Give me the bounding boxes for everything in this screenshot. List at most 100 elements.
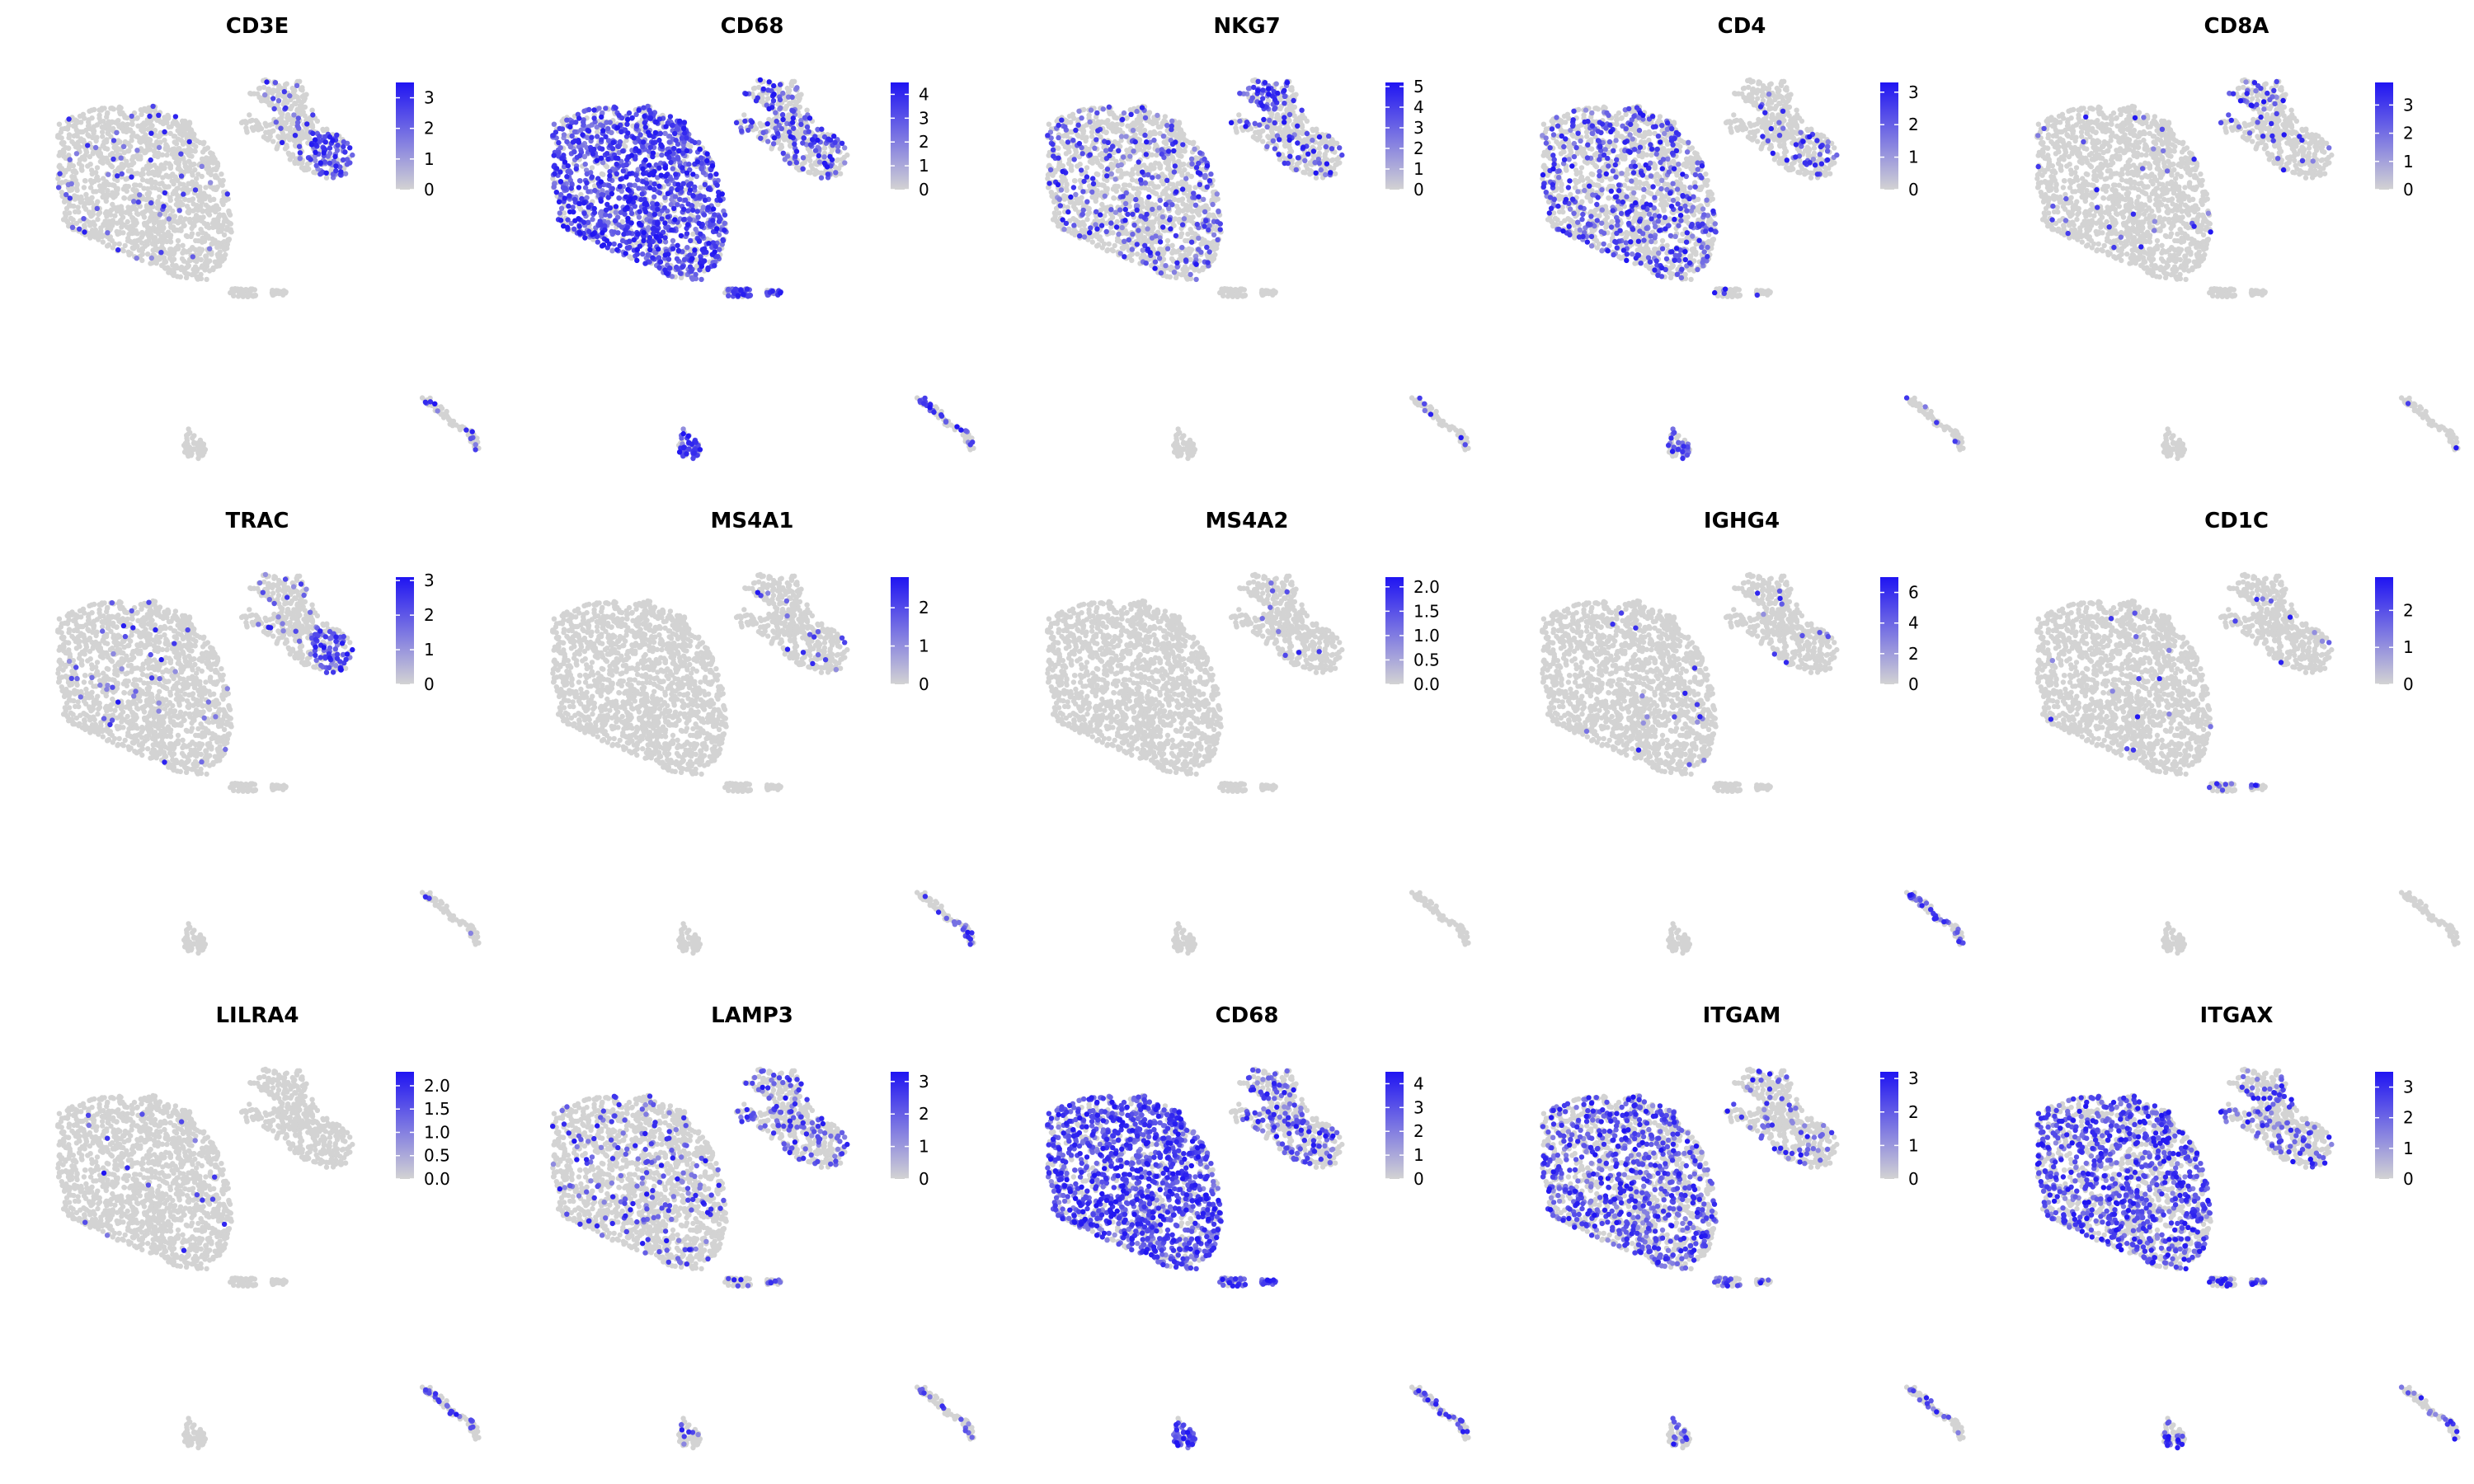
cell-point bbox=[1164, 237, 1171, 244]
cell-point bbox=[1185, 231, 1191, 237]
cell-point bbox=[642, 209, 649, 215]
cell-point bbox=[189, 272, 195, 278]
cell-point bbox=[777, 96, 783, 103]
cell-point bbox=[1167, 274, 1173, 279]
cell-point bbox=[195, 231, 201, 237]
cell-point bbox=[576, 200, 582, 206]
cell-point bbox=[180, 186, 186, 193]
cell-point bbox=[716, 218, 722, 224]
cell-point bbox=[111, 156, 116, 162]
cell-point bbox=[187, 444, 193, 451]
cell-point bbox=[299, 85, 305, 91]
cell-point bbox=[636, 220, 642, 227]
cell-point bbox=[73, 177, 79, 183]
cell-point bbox=[195, 448, 201, 455]
cell-point bbox=[656, 246, 661, 252]
cell-point bbox=[567, 124, 573, 130]
cell-point bbox=[153, 242, 158, 248]
cell-point bbox=[570, 204, 576, 210]
cell-point bbox=[680, 217, 687, 223]
cell-point bbox=[647, 144, 654, 150]
cell-point bbox=[809, 137, 816, 143]
cell-point bbox=[181, 191, 186, 197]
cell-point bbox=[248, 287, 254, 294]
cell-point bbox=[553, 190, 559, 195]
cell-point bbox=[347, 160, 353, 166]
cell-point bbox=[741, 291, 746, 298]
cell-point bbox=[556, 199, 562, 204]
cell-point bbox=[770, 141, 777, 147]
cell-point bbox=[109, 106, 115, 111]
cell-point bbox=[140, 134, 147, 140]
cell-point bbox=[564, 174, 570, 180]
cell-point bbox=[666, 139, 672, 145]
cell-point bbox=[162, 137, 167, 143]
cell-point bbox=[469, 429, 475, 434]
cell-point bbox=[304, 161, 311, 167]
cell-point bbox=[178, 173, 185, 179]
cell-point bbox=[591, 115, 597, 121]
cell-point bbox=[66, 116, 72, 122]
cell-point bbox=[190, 196, 196, 202]
cell-point bbox=[576, 139, 582, 145]
cell-point bbox=[89, 107, 95, 113]
cell-point bbox=[557, 218, 564, 223]
cell-point bbox=[83, 127, 89, 134]
cell-point bbox=[769, 146, 774, 152]
cell-point bbox=[920, 401, 927, 406]
cell-point bbox=[70, 163, 77, 169]
cell-point bbox=[101, 176, 106, 181]
cell-point bbox=[595, 239, 600, 245]
cell-point bbox=[641, 105, 647, 110]
cell-point bbox=[297, 102, 303, 109]
cell-point bbox=[623, 194, 629, 200]
cell-point bbox=[94, 205, 101, 212]
cell-point bbox=[790, 108, 797, 114]
cell-point bbox=[289, 118, 295, 124]
cell-point bbox=[581, 119, 586, 125]
cell-point bbox=[1064, 182, 1070, 188]
cell-point bbox=[85, 143, 91, 148]
cell-point bbox=[631, 135, 637, 141]
cell-point bbox=[98, 107, 105, 113]
cell-point bbox=[607, 213, 613, 218]
cell-point bbox=[219, 182, 225, 188]
cell-point bbox=[206, 194, 212, 200]
cell-point bbox=[678, 232, 684, 239]
cell-point bbox=[812, 171, 818, 177]
cell-point bbox=[607, 173, 613, 179]
cell-point bbox=[275, 98, 282, 104]
cell-point bbox=[807, 157, 813, 163]
cell-point bbox=[207, 171, 214, 176]
cell-point bbox=[131, 182, 138, 188]
cell-point bbox=[640, 251, 646, 257]
cell-point bbox=[804, 107, 810, 113]
cell-point bbox=[102, 145, 108, 151]
cell-point bbox=[1066, 113, 1073, 120]
cell-point bbox=[689, 268, 694, 275]
cell-point bbox=[112, 120, 118, 125]
cell-point bbox=[643, 181, 650, 186]
cell-point bbox=[271, 106, 277, 112]
cell-point bbox=[217, 249, 223, 255]
cell-point bbox=[193, 143, 199, 149]
cell-point bbox=[633, 195, 638, 201]
cell-point bbox=[562, 195, 567, 201]
cell-point bbox=[614, 124, 621, 130]
cell-point bbox=[81, 185, 87, 190]
cell-point bbox=[156, 144, 162, 151]
cell-point bbox=[57, 171, 63, 176]
cell-point bbox=[148, 214, 154, 219]
cell-point bbox=[614, 247, 620, 253]
cell-point bbox=[181, 223, 187, 228]
cell-point bbox=[569, 133, 575, 139]
cell-point bbox=[679, 135, 684, 141]
cell-point bbox=[100, 239, 106, 245]
cell-point bbox=[172, 228, 178, 233]
cell-point bbox=[659, 216, 665, 222]
cell-point bbox=[184, 204, 190, 209]
cell-point bbox=[938, 412, 944, 418]
cell-point bbox=[618, 129, 624, 134]
cell-point bbox=[197, 439, 203, 444]
